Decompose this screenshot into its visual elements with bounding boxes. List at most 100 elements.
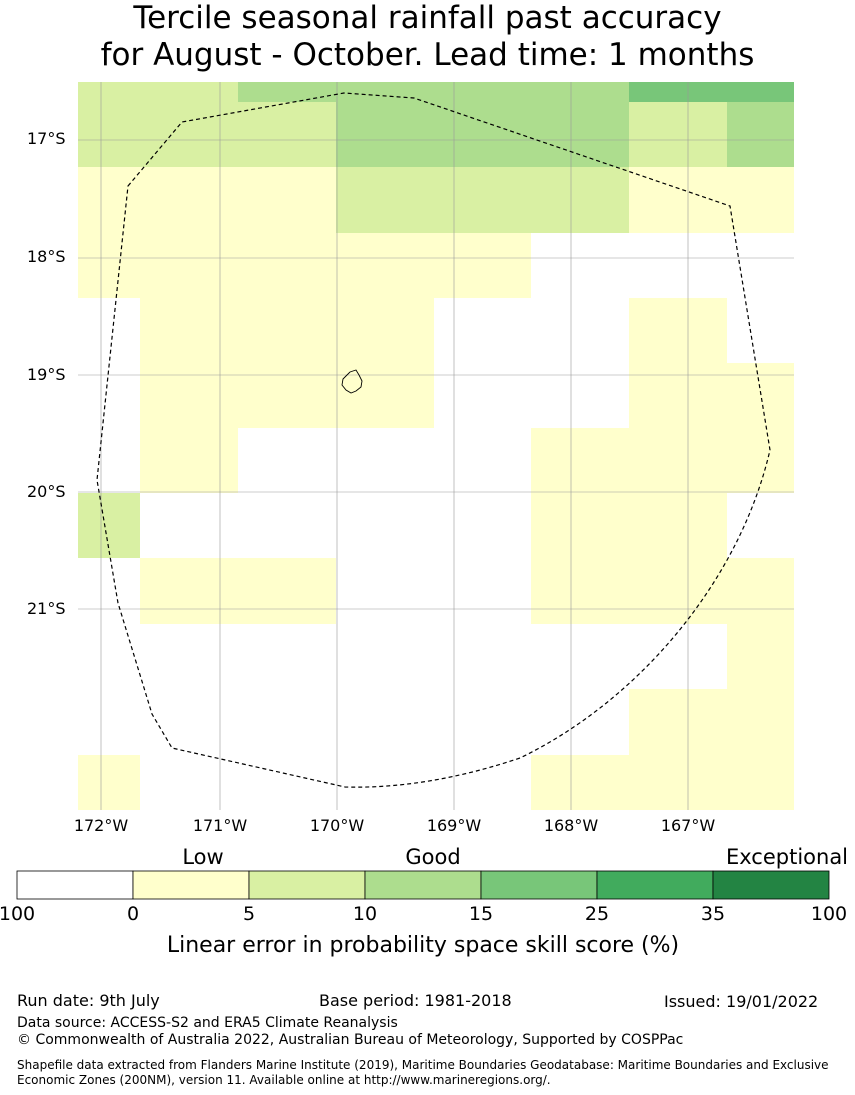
skill-cell xyxy=(531,167,629,233)
colorbar-swatch xyxy=(364,870,482,900)
data-source: Data source: ACCESS-S2 and ERA5 Climate … xyxy=(17,1015,398,1031)
skill-grid xyxy=(78,82,794,810)
skill-cell xyxy=(629,82,727,102)
issued-date: Issued: 19/01/2022 xyxy=(664,992,819,1011)
eez-boundary xyxy=(96,92,771,788)
skill-cell xyxy=(629,493,727,558)
skill-cell xyxy=(434,102,531,167)
skill-cell xyxy=(78,493,140,558)
skill-cell xyxy=(140,82,238,102)
skill-cell xyxy=(629,298,727,363)
colorbar-tick: 100 xyxy=(810,903,848,925)
skill-cell xyxy=(140,102,238,167)
category-exceptional: Exceptional xyxy=(725,845,849,869)
lon-label: 169°W xyxy=(426,816,482,835)
graticule xyxy=(78,82,794,810)
skill-cell xyxy=(336,102,434,167)
base-period: Base period: 1981-2018 xyxy=(319,991,512,1010)
category-low: Low xyxy=(182,845,224,869)
skill-cell xyxy=(727,689,794,755)
skill-cell xyxy=(140,428,238,493)
skill-cell xyxy=(140,233,238,298)
skill-cell xyxy=(727,82,794,102)
run-date: Run date: 9th July xyxy=(17,991,160,1010)
skill-cell xyxy=(727,167,794,233)
skill-cell xyxy=(531,82,629,102)
skill-cell xyxy=(531,493,629,558)
skill-cell xyxy=(727,558,794,624)
skill-cell xyxy=(629,755,727,810)
skill-cell xyxy=(727,624,794,689)
skill-cell xyxy=(140,363,238,428)
skill-cell xyxy=(238,102,336,167)
skill-cell xyxy=(629,102,727,167)
lat-label: 20°S xyxy=(27,482,66,501)
colorbar-tick: 5 xyxy=(242,903,256,925)
lat-label: 18°S xyxy=(27,247,66,266)
skill-cell xyxy=(336,298,434,363)
lon-label: 167°W xyxy=(660,816,716,835)
shapefile-credit-line-1: Shapefile data extracted from Flanders M… xyxy=(17,1058,829,1072)
skill-cell xyxy=(531,428,629,493)
skill-cell xyxy=(629,558,727,624)
skill-cell xyxy=(629,363,727,428)
skill-cell xyxy=(78,167,140,233)
chart-title: Tercile seasonal rainfall past accuracy … xyxy=(0,0,855,74)
colorbar-swatch xyxy=(596,870,714,900)
skill-cell xyxy=(336,82,434,102)
skill-cell xyxy=(531,102,629,167)
skill-cell xyxy=(531,755,629,810)
colorbar-swatch xyxy=(248,870,366,900)
skill-cell xyxy=(238,233,336,298)
colorbar-tick: 10 xyxy=(352,903,378,925)
category-good: Good xyxy=(405,845,461,869)
lon-label: 171°W xyxy=(192,816,248,835)
colorbar-tick: 15 xyxy=(468,903,494,925)
colorbar-title: Linear error in probability space skill … xyxy=(166,933,680,958)
colorbar-swatch xyxy=(712,870,830,900)
title-line-2: for August - October. Lead time: 1 month… xyxy=(100,37,755,73)
skill-cell xyxy=(78,102,140,167)
skill-cell xyxy=(238,298,336,363)
skill-cell xyxy=(78,755,140,810)
niue-island-outline xyxy=(341,369,363,394)
copyright: © Commonwealth of Australia 2022, Austra… xyxy=(17,1032,684,1048)
skill-cell xyxy=(434,233,531,298)
skill-cell xyxy=(238,558,336,624)
skill-cell xyxy=(336,167,434,233)
lat-label: 21°S xyxy=(27,599,66,618)
colorbar-tick: 25 xyxy=(584,903,610,925)
skill-cell xyxy=(336,363,434,428)
skill-cell xyxy=(434,167,531,233)
skill-cell xyxy=(336,233,434,298)
skill-cell xyxy=(629,689,727,755)
shapefile-credit-line-2: Economic Zones (200NM), version 11. Avai… xyxy=(17,1073,551,1087)
colorbar-tick: 100 xyxy=(0,903,36,925)
skill-cell xyxy=(238,363,336,428)
skill-cell xyxy=(238,82,336,102)
lat-label: 17°S xyxy=(27,129,66,148)
lon-label: 170°W xyxy=(309,816,365,835)
colorbar-tick: 0 xyxy=(126,903,140,925)
skill-cell xyxy=(238,167,336,233)
skill-cell xyxy=(531,558,629,624)
colorbar-swatch xyxy=(16,870,134,900)
skill-cell xyxy=(727,363,794,428)
colorbar-swatch xyxy=(132,870,250,900)
title-line-1: Tercile seasonal rainfall past accuracy xyxy=(133,0,722,36)
skill-cell xyxy=(727,755,794,810)
skill-cell xyxy=(434,82,531,102)
lon-label: 172°W xyxy=(73,816,129,835)
colorbar-swatch xyxy=(480,870,598,900)
lon-label: 168°W xyxy=(543,816,599,835)
lat-label: 19°S xyxy=(27,365,66,384)
skill-cell xyxy=(78,233,140,298)
skill-cell xyxy=(629,428,727,493)
skill-cell xyxy=(78,82,140,102)
colorbar xyxy=(16,870,830,900)
skill-cell xyxy=(140,298,238,363)
skill-cell xyxy=(140,167,238,233)
colorbar-tick: 35 xyxy=(700,903,726,925)
skill-cell xyxy=(727,102,794,167)
